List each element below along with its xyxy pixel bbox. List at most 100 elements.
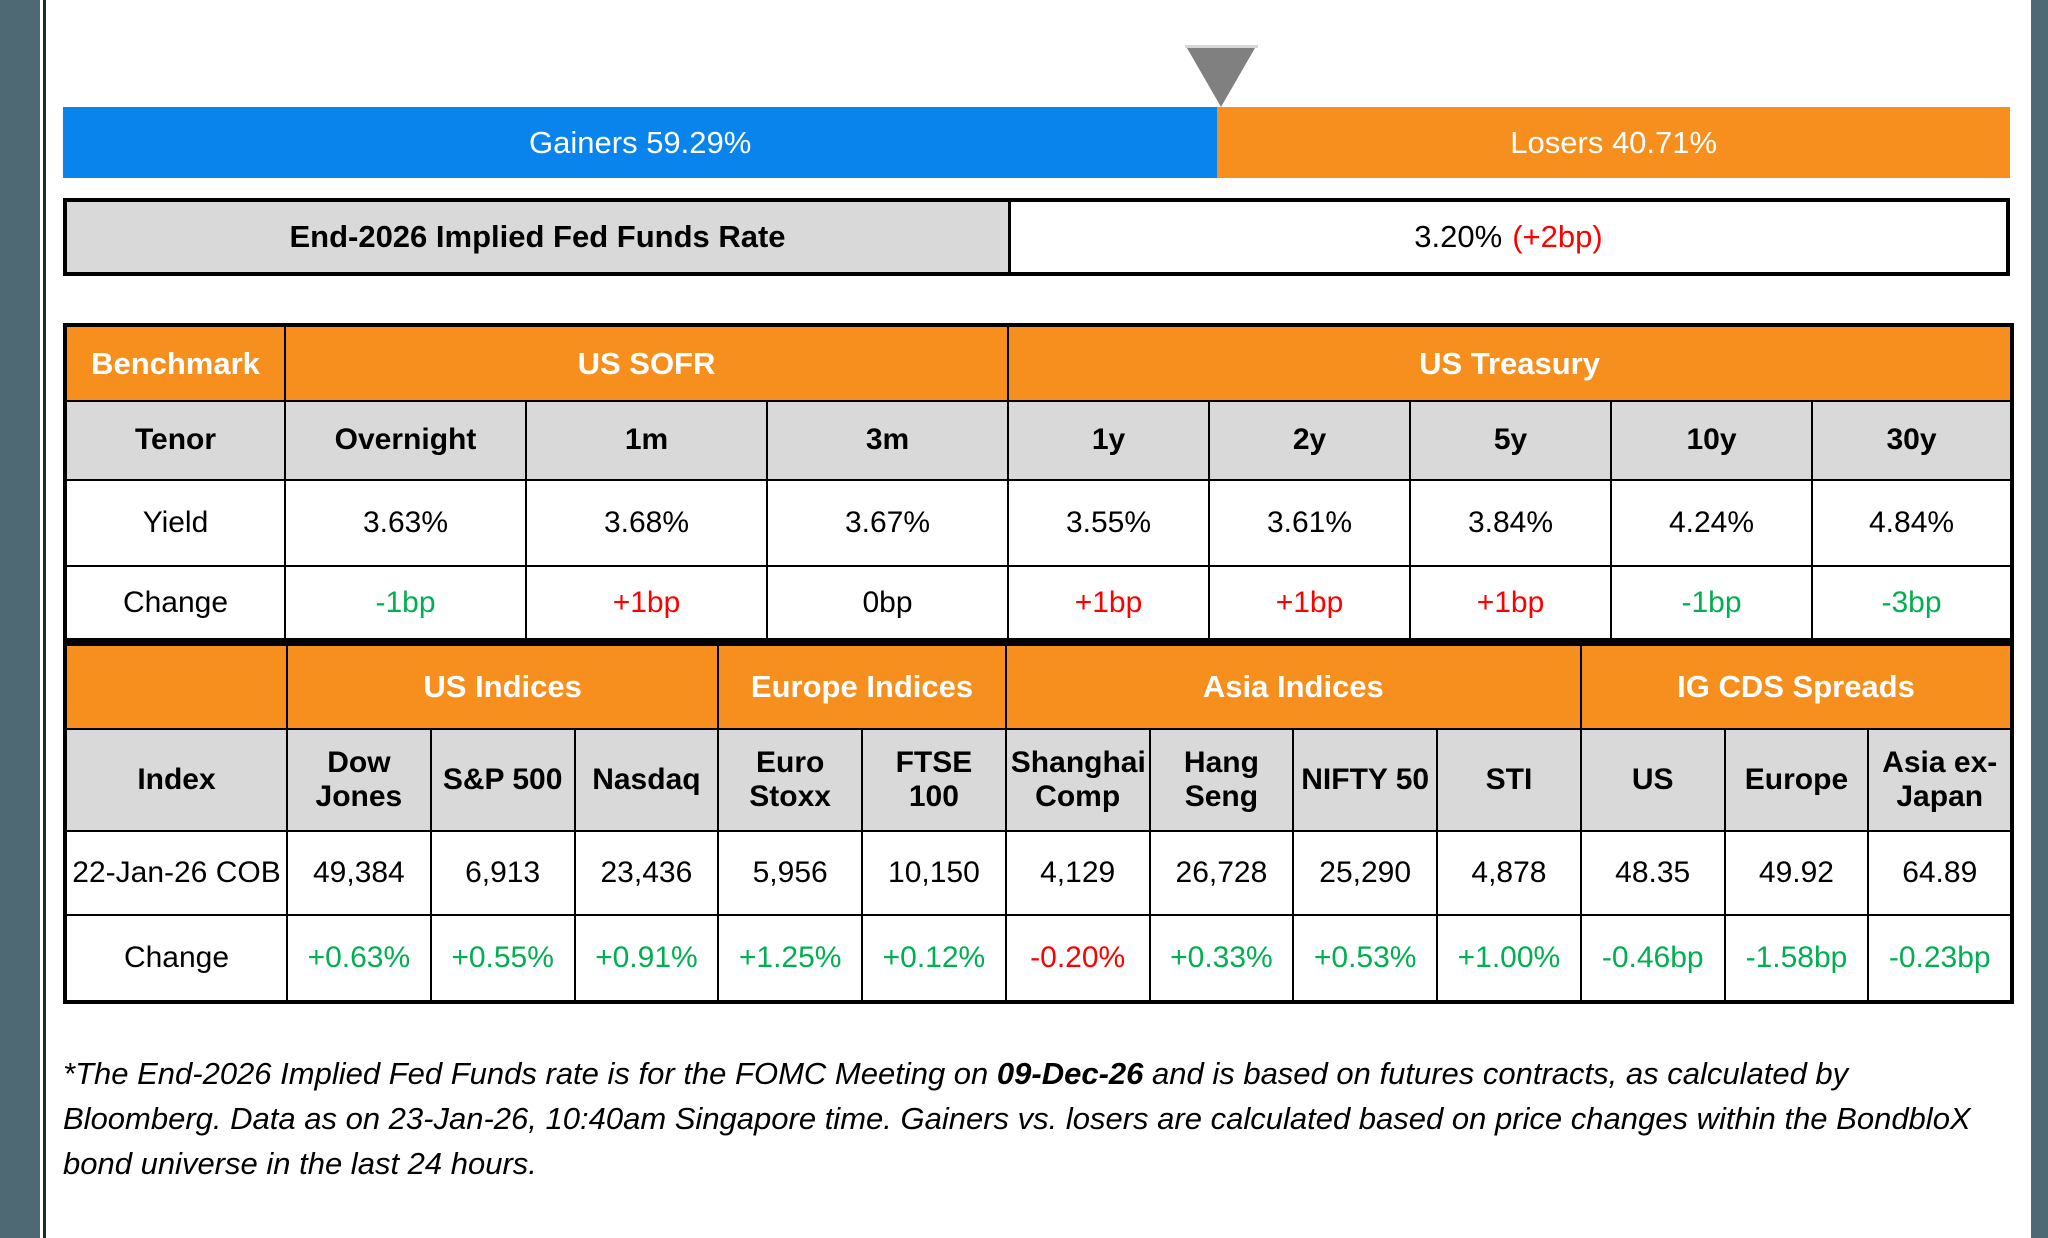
indices-change-row: Change +0.63% +0.55% +0.91% +1.25% +0.12… (64, 914, 2014, 1003)
change-cell: +0.33% (1148, 914, 1295, 1003)
tenor-cell: 1y (1007, 400, 1210, 481)
left-edge-line (43, 0, 46, 1238)
losers-label: Losers 40.71% (1510, 124, 1718, 160)
tenor-cell: 1m (525, 400, 768, 481)
group-ig-cds-spreads: IG CDS Spreads (1579, 643, 2014, 730)
tenor-cell: 3m (766, 400, 1009, 481)
index-header-cell: STI (1436, 728, 1582, 832)
yield-cell: 3.63% (284, 479, 527, 567)
index-value-cell: 25,290 (1292, 830, 1439, 916)
fed-funds-change: (+2bp) (1512, 219, 1603, 254)
index-header-cell: Shanghai Comp (1004, 728, 1151, 832)
down-triangle-icon (1187, 48, 1255, 107)
change-cell: +1bp (525, 565, 768, 641)
fed-funds-rate: 3.20% (1414, 219, 1503, 254)
change-cell: -0.20% (1004, 914, 1151, 1003)
index-value-cell: 6,913 (429, 830, 576, 916)
change-cell: +0.53% (1292, 914, 1439, 1003)
index-header-cell: S&P 500 (429, 728, 576, 832)
group-asia-indices: Asia Indices (1004, 643, 1582, 730)
index-header-cell: US (1579, 728, 1726, 832)
fed-funds-label: End-2026 Implied Fed Funds Rate (67, 202, 1011, 272)
group-us-sofr: US SOFR (284, 324, 1009, 402)
footnote-suffix: and is based on futures contracts, as ca… (63, 1056, 1971, 1181)
benchmark-corner-label: Benchmark (64, 324, 286, 402)
footnote-date: 09-Dec-26 (996, 1056, 1144, 1091)
fed-funds-strip: End-2026 Implied Fed Funds Rate 3.20% (+… (63, 198, 2010, 276)
change-row-label: Change (64, 565, 286, 641)
index-value-cell: 64.89 (1867, 830, 2014, 916)
change-cell: +1bp (1208, 565, 1411, 641)
index-value-cell: 10,150 (861, 830, 1007, 916)
right-edge-strip (2031, 0, 2048, 1238)
losers-bar: Losers 40.71% (1217, 107, 2010, 178)
tenor-cell: 10y (1610, 400, 1813, 481)
index-header-cell: NIFTY 50 (1292, 728, 1439, 832)
value-row-label: 22-Jan-26 COB (64, 830, 288, 916)
change-cell: -0.23bp (1867, 914, 2014, 1003)
change-row-label: Change (64, 914, 288, 1003)
change-cell: +0.63% (286, 914, 432, 1003)
change-cell: +1bp (1007, 565, 1210, 641)
index-row-label: Index (64, 728, 288, 832)
index-header-cell: Europe (1723, 728, 1870, 832)
index-header-cell: Euro Stoxx (717, 728, 864, 832)
tenor-row-label: Tenor (64, 400, 286, 481)
footnote-prefix: *The End-2026 Implied Fed Funds rate is … (63, 1056, 997, 1091)
index-header-cell: Nasdaq (573, 728, 720, 832)
indices-table: US Indices Europe Indices Asia Indices I… (63, 642, 2015, 1004)
change-cell: +1.00% (1436, 914, 1582, 1003)
yield-cell: 4.24% (1610, 479, 1813, 567)
index-header-cell: Hang Seng (1148, 728, 1295, 832)
tenor-cell: Overnight (284, 400, 527, 481)
indices-corner-cell (64, 643, 288, 730)
index-value-row: 22-Jan-26 COB 49,384 6,913 23,436 5,956 … (64, 830, 2014, 916)
gainers-losers-gauge: Gainers 59.29% Losers 40.71% (63, 107, 2010, 178)
index-header-cell: Dow Jones (286, 728, 432, 832)
benchmark-change-row: Change -1bp +1bp 0bp +1bp +1bp +1bp -1bp… (64, 565, 2014, 641)
yield-cell: 4.84% (1810, 479, 2014, 567)
yield-row: Yield 3.63% 3.68% 3.67% 3.55% 3.61% 3.84… (64, 479, 2014, 567)
index-header-cell: FTSE 100 (861, 728, 1007, 832)
fed-funds-value-cell: 3.20% (+2bp) (1011, 202, 2006, 272)
indices-group-row: US Indices Europe Indices Asia Indices I… (64, 643, 2014, 730)
tenor-cell: 5y (1409, 400, 1612, 481)
change-cell: -0.46bp (1579, 914, 1726, 1003)
marker-top-line (1185, 45, 1258, 48)
left-edge-strip (0, 0, 40, 1238)
index-value-cell: 5,956 (717, 830, 864, 916)
change-cell: -3bp (1810, 565, 2014, 641)
index-header-cell: Asia ex-Japan (1867, 728, 2014, 832)
tenor-row: Tenor Overnight 1m 3m 1y 2y 5y 10y 30y (64, 400, 2014, 481)
gainers-label: Gainers 59.29% (529, 124, 752, 160)
yield-cell: 3.55% (1007, 479, 1210, 567)
change-cell: -1bp (284, 565, 527, 641)
benchmark-group-row: Benchmark US SOFR US Treasury (64, 324, 2014, 402)
gainers-bar: Gainers 59.29% (63, 107, 1218, 178)
index-value-cell: 4,878 (1436, 830, 1582, 916)
change-cell: +0.55% (429, 914, 576, 1003)
yield-row-label: Yield (64, 479, 286, 567)
change-cell: +0.91% (573, 914, 720, 1003)
index-value-cell: 26,728 (1148, 830, 1295, 916)
yield-cell: 3.61% (1208, 479, 1411, 567)
change-cell: 0bp (766, 565, 1009, 641)
index-value-cell: 49.92 (1723, 830, 1870, 916)
group-europe-indices: Europe Indices (717, 643, 1007, 730)
change-cell: -1bp (1610, 565, 1813, 641)
tenor-cell: 30y (1810, 400, 2014, 481)
index-value-cell: 48.35 (1579, 830, 1726, 916)
index-header-row: Index Dow Jones S&P 500 Nasdaq Euro Stox… (64, 728, 2014, 832)
change-cell: -1.58bp (1723, 914, 1870, 1003)
group-us-treasury: US Treasury (1006, 324, 2014, 402)
change-cell: +0.12% (861, 914, 1007, 1003)
yield-cell: 3.68% (525, 479, 768, 567)
yield-cell: 3.84% (1409, 479, 1612, 567)
change-cell: +1bp (1409, 565, 1612, 641)
footnote-text: *The End-2026 Implied Fed Funds rate is … (63, 1052, 1973, 1187)
yield-cell: 3.67% (766, 479, 1009, 567)
index-value-cell: 23,436 (573, 830, 720, 916)
benchmark-table: Benchmark US SOFR US Treasury Tenor Over… (63, 323, 2015, 642)
tenor-cell: 2y (1208, 400, 1411, 481)
index-value-cell: 49,384 (286, 830, 432, 916)
